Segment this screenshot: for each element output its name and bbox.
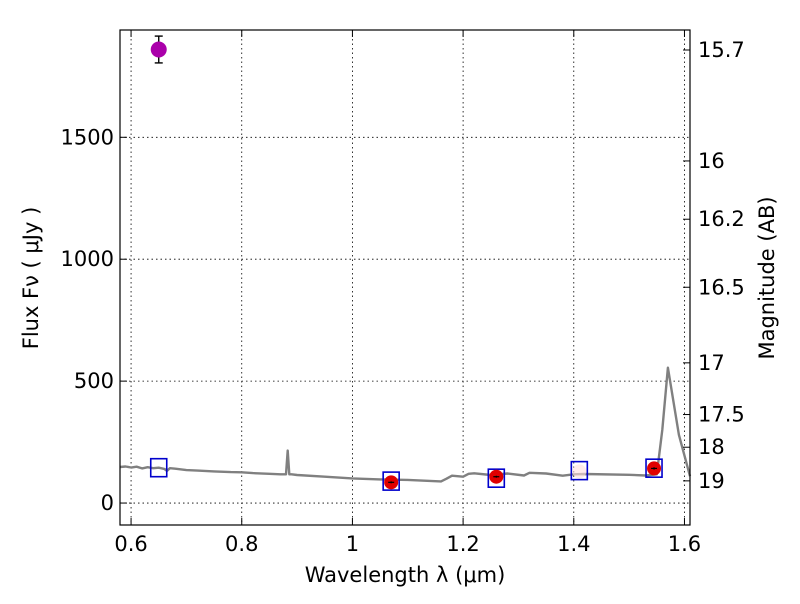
optical-photometry-point [150,41,167,58]
model-photometry-square [645,458,663,478]
faint-photometry-point [572,464,587,479]
y-tick-label: 1500 [61,125,114,149]
x-tick-label: 1.2 [446,532,479,556]
y2-axis-label: Magnitude (AB) [755,196,779,359]
y2-tick-label: 18 [698,435,725,459]
y2-tick-label: 16.2 [698,207,745,231]
y2-tick-label: 17.5 [698,403,745,427]
plot-frame [119,29,691,526]
x-tick-label: 1 [346,532,359,556]
plot-area [119,35,692,491]
x-tick-label: 1.4 [557,532,590,556]
spectrum-line [119,366,692,483]
grid-lines [120,30,690,525]
y-tick-label: 1000 [61,247,114,271]
y-tick-label: 0 [101,491,114,515]
y2-tick-label: 16.5 [698,275,745,299]
y2-tick-label: 15.7 [698,38,745,62]
y2-tick-label: 19 [698,469,725,493]
x-tick-label: 1.6 [668,532,701,556]
y-axis-label: Flux Fν ( μJy ) [19,207,43,350]
x-tick-label: 0.8 [225,532,258,556]
model-photometry-square [487,468,506,488]
x-tick-label: 0.6 [114,532,147,556]
model-photometry-square [382,471,400,491]
axes: 0.6 0.8 1 1.2 1.4 1.6 0 500 1000 1500 15.7 16 16.2 16… [61,30,745,556]
y2-tick-label: 16 [698,149,725,173]
y-tick-label: 500 [74,369,114,393]
model-photometry-square [149,457,168,478]
y2-tick-label: 17 [698,351,725,375]
x-axis-label: Wavelength λ (μm) [305,563,506,587]
model-photometry-square [570,460,589,481]
